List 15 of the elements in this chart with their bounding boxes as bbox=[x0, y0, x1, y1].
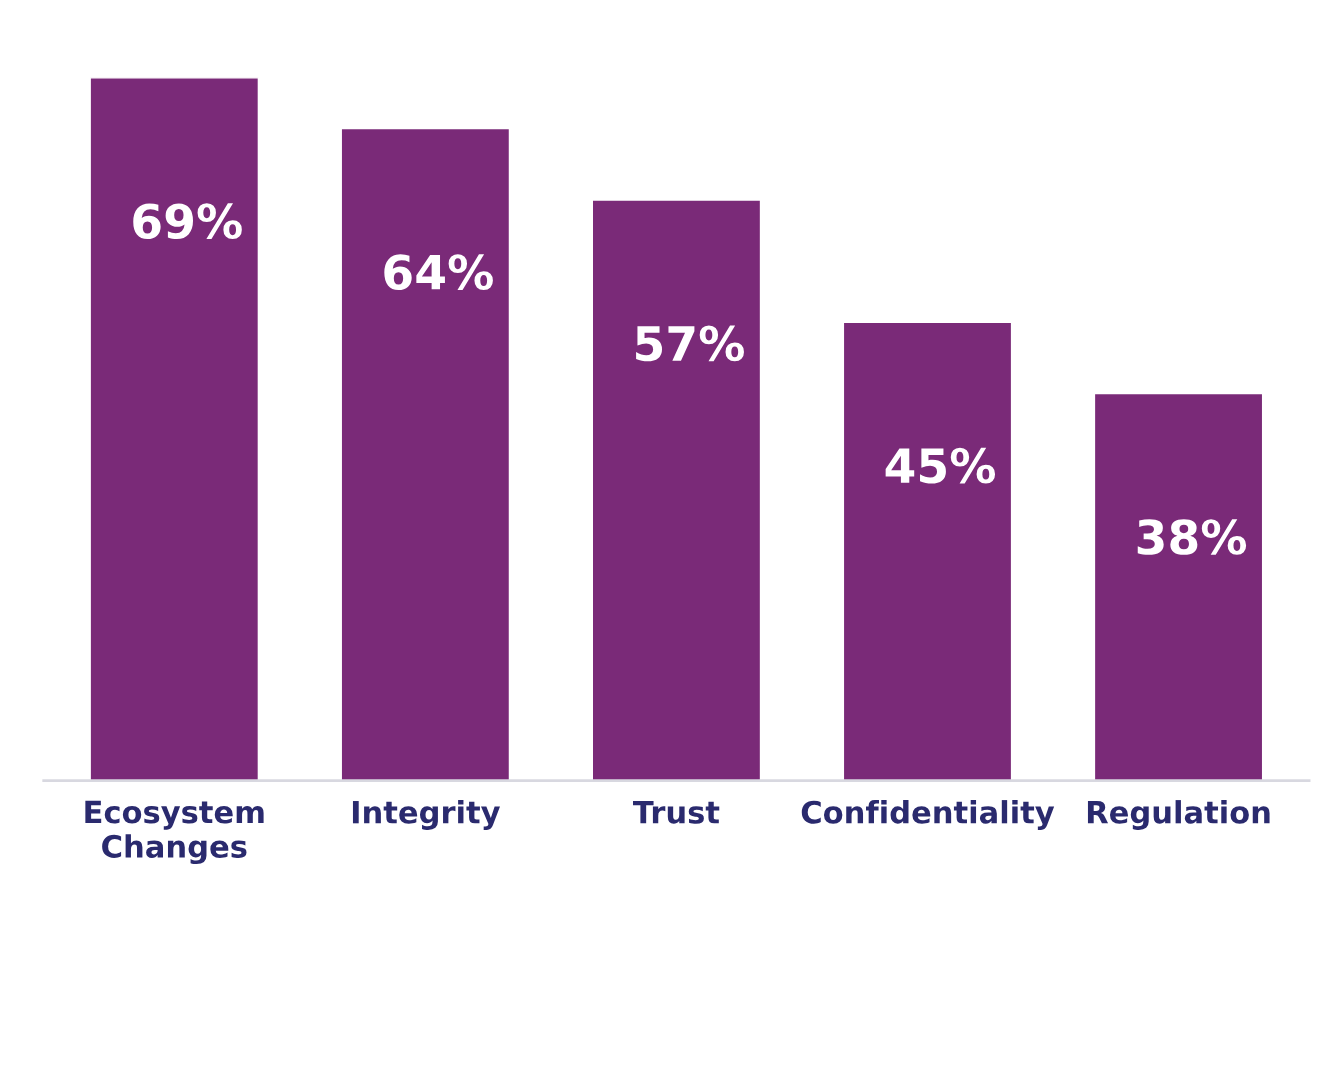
bar bbox=[89, 77, 260, 781]
data-label: 45% bbox=[885, 447, 996, 484]
data-label: 57% bbox=[636, 325, 744, 362]
x-tick-label: Integrity bbox=[352, 800, 500, 830]
x-tick-label: Regulation bbox=[1087, 800, 1270, 830]
bar bbox=[842, 321, 1013, 781]
x-tick-label: Trust bbox=[633, 801, 720, 824]
bar bbox=[340, 127, 511, 781]
bar bbox=[1093, 392, 1264, 781]
data-label: 38% bbox=[1137, 519, 1247, 555]
x-tick-label: Confidentiality bbox=[801, 800, 1055, 830]
data-label: 69% bbox=[133, 203, 242, 240]
data-label: 64% bbox=[384, 254, 493, 290]
bar bbox=[591, 199, 762, 781]
x-tick-label: Ecosystem Changes bbox=[85, 800, 264, 865]
